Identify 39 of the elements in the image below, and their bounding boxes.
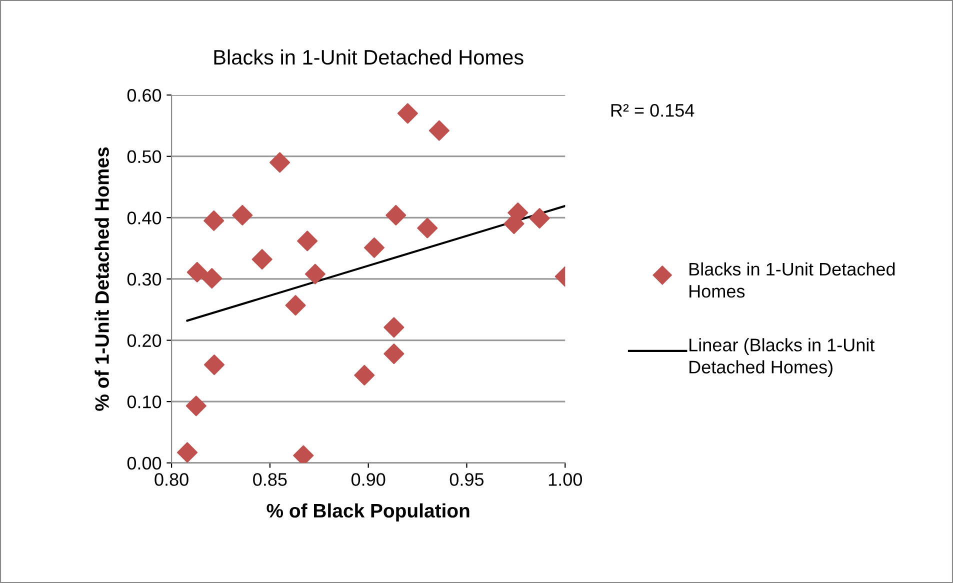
y-tick-label: 0.60 [127,88,162,102]
legend-label: Blacks in 1-Unit Detached Homes [690,262,895,298]
point [285,295,306,316]
x-tick-label: 0.85 [253,473,287,486]
point [384,317,404,338]
point [384,344,404,364]
x-tick-label: 0.80 [154,473,188,486]
point [204,210,224,231]
x-tick-label: 0.95 [450,473,484,486]
y-tick-label: 0.40 [127,212,162,224]
y-tick-label: 0.20 [127,334,162,347]
point [364,237,385,258]
point [186,262,208,282]
x-tick-label: 0.90 [351,473,386,486]
point [202,268,222,289]
y-tick-label: 0.30 [127,272,162,286]
point [428,120,450,141]
point [304,264,326,284]
legend-label: Linear (Blacks in 1-Unit Detached Homes) [690,338,875,378]
y-axis-title: % of 1-Unit Detached Homes [94,147,109,411]
x-axis-title: % of Black Population [266,503,470,522]
point [270,152,290,173]
point [232,204,253,226]
point [204,354,225,376]
point [186,396,206,416]
text: R² = 0.154 [611,104,694,117]
x-tick-label: 1.00 [548,473,582,486]
point [417,218,438,238]
point [397,103,418,124]
chart-title: Blacks in 1-Unit Detached Homes [214,49,524,65]
point [354,364,375,386]
point [177,442,198,463]
y-tick-label: 0.00 [127,456,162,470]
point [529,208,550,229]
y-tick-label: 0.10 [127,396,162,408]
point [252,249,272,270]
point [297,230,318,252]
point [386,204,406,226]
y-tick-label: 0.50 [127,150,162,164]
